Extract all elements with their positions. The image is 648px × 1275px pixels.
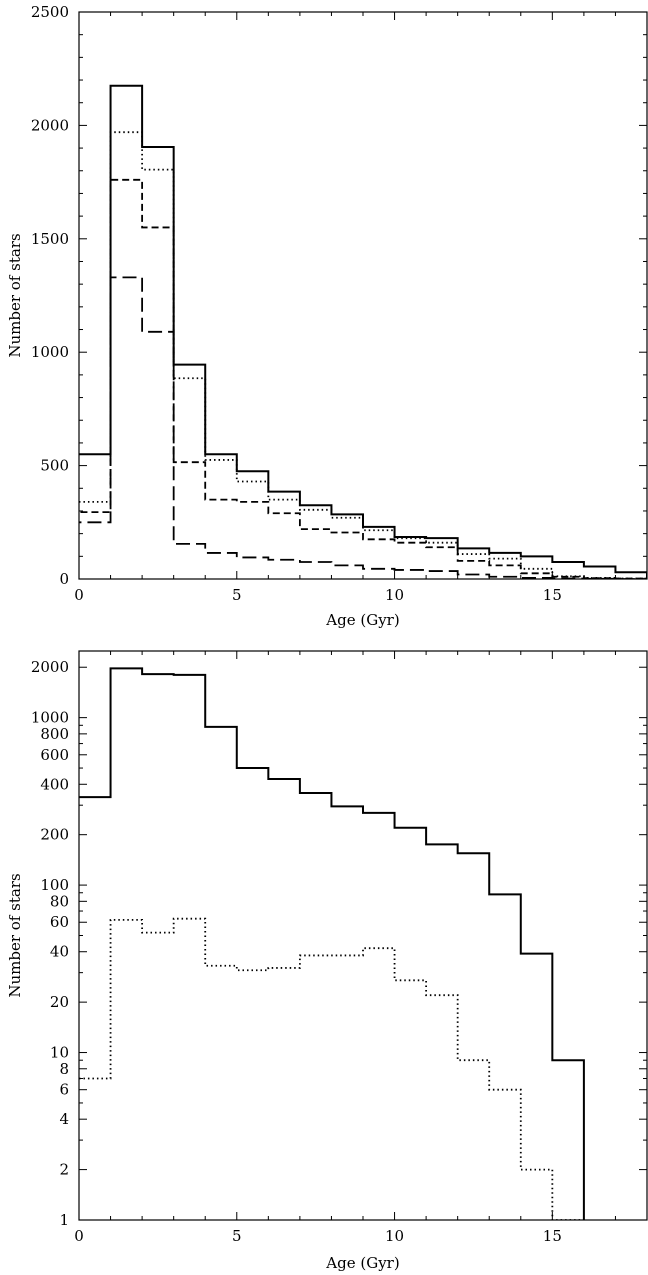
y-tick-label: 20	[50, 993, 69, 1011]
chart-2: 0 5 10 151246810204060801002004006008001000…	[6, 650, 648, 1272]
x-tick-label: 15	[543, 1227, 562, 1245]
series-dotted-line	[79, 917, 584, 1220]
x-tick-label: 0	[74, 1227, 84, 1245]
y-tick-label: 2	[59, 1161, 69, 1179]
y-tick-label: 4	[59, 1110, 69, 1128]
y-tick-label: 500	[40, 457, 69, 475]
x-tick-label: 10	[385, 586, 404, 604]
x-tick-label: 5	[232, 1227, 242, 1245]
series-long-dashed-line	[79, 276, 647, 579]
x-tick-label: 15	[543, 586, 562, 604]
y-tick-label: 2000	[31, 116, 69, 134]
y-tick-label: 600	[40, 746, 69, 764]
series-solid-line	[79, 667, 585, 1220]
y-tick-label: 1000	[31, 343, 69, 361]
x-axis-label: Age (Gyr)	[325, 611, 399, 629]
y-tick-label: 60	[50, 913, 69, 931]
y-tick-label: 2000	[31, 658, 69, 676]
plot-frame	[78, 11, 648, 580]
chart-1: 0 5 10 15 0 500 1000 1500 2000 2500 Age (Gyr) Numbe…	[6, 3, 648, 629]
y-tick-label: 40	[50, 943, 69, 961]
x-tick-label: 10	[385, 1227, 404, 1245]
y-tick-label: 800	[40, 725, 69, 743]
x-axis-label: Age (Gyr)	[325, 1254, 399, 1272]
x-tick-label: 5	[232, 586, 242, 604]
series-solid-line	[79, 84, 647, 579]
y-tick-label: 8	[59, 1060, 69, 1078]
x-tick-label: 0	[74, 586, 84, 604]
y-tick-label: 1000	[31, 709, 69, 727]
y-tick-label: 1	[59, 1211, 69, 1229]
y-tick-label: 100	[40, 876, 69, 894]
y-tick-label: 2500	[31, 3, 69, 21]
y-tick-label: 6	[59, 1081, 69, 1099]
plot-frame	[78, 650, 648, 1221]
y-tick-label: 200	[40, 826, 69, 844]
series-dashed-line	[79, 178, 647, 579]
y-tick-label: 0	[59, 570, 69, 588]
y-tick-label: 80	[50, 892, 69, 910]
y-tick-label: 10	[50, 1044, 69, 1062]
y-axis-label: Number of stars	[6, 873, 24, 997]
series-dotted-line	[79, 131, 647, 579]
y-tick-label: 400	[40, 775, 69, 793]
y-axis-label: Number of stars	[6, 233, 24, 357]
y-tick-label: 1500	[31, 230, 69, 248]
